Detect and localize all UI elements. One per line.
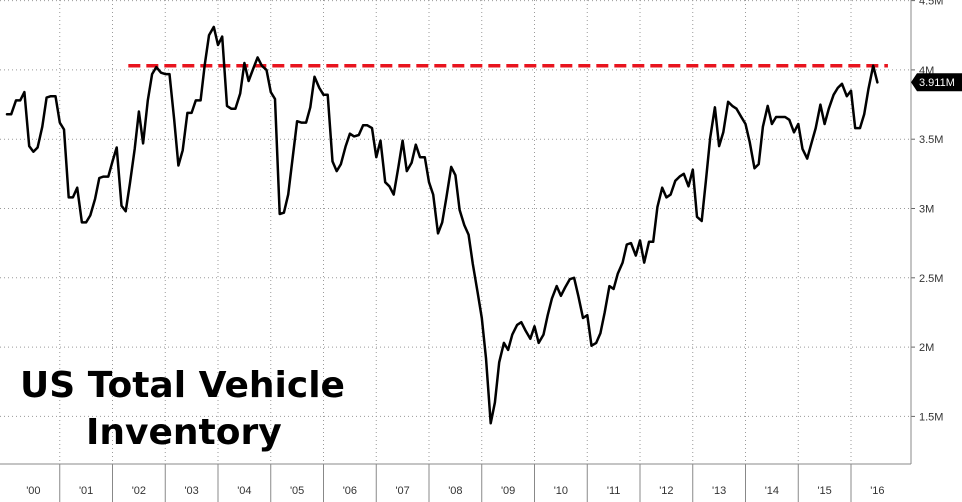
x-tick-label: '08 (448, 485, 462, 497)
series-line (5, 25, 879, 425)
y-tick-label: 1.5M (919, 411, 943, 423)
x-tick-label: '03 (184, 485, 198, 497)
y-tick-label: 4.5M (919, 0, 943, 8)
chart-title-line-1: US Total Vehicle (20, 365, 345, 406)
x-tick-label: '02 (132, 485, 146, 497)
x-tick-label: '15 (817, 485, 831, 497)
x-tick-label: '00 (26, 485, 40, 497)
y-tick-label: 3M (919, 204, 934, 216)
x-tick-label: '14 (765, 485, 779, 497)
x-tick-label: '04 (237, 485, 251, 497)
grid-lines (0, 0, 911, 464)
last-value-group: 3.911M (911, 73, 962, 92)
chart-title-line-2: Inventory (86, 412, 282, 453)
x-tick-label: '10 (554, 485, 568, 497)
x-tick-label: '09 (501, 485, 515, 497)
x-tick-label: '13 (712, 485, 726, 497)
x-tick-label: '01 (79, 485, 93, 497)
y-tick-label: 3.5M (919, 134, 943, 146)
y-tick-label: 2M (919, 342, 934, 354)
y-tick-label: 2.5M (919, 273, 943, 285)
series-group (5, 25, 879, 425)
chart-title: US Total Vehicle Inventory (20, 365, 345, 453)
x-tick-label: '05 (290, 485, 304, 497)
last-value-label: 3.911M (919, 77, 955, 89)
x-tick-label: '07 (395, 485, 409, 497)
axes (0, 0, 915, 502)
x-tick-label: '12 (659, 485, 673, 497)
last-value-badge (911, 73, 962, 92)
x-tick-label: '11 (607, 485, 621, 497)
x-tick-label: '16 (870, 485, 884, 497)
x-tick-label: '06 (343, 485, 357, 497)
